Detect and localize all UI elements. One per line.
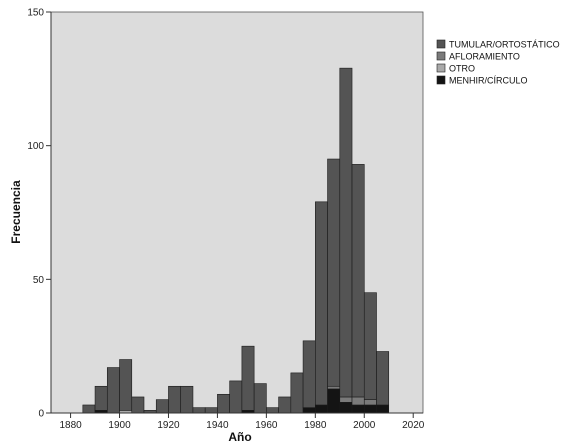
x-tick-label-1960: 1960 <box>255 420 278 431</box>
x-tick-label-1980: 1980 <box>304 420 327 431</box>
bar-afloramiento-1985 <box>327 385 341 390</box>
bar-tumular-ortost-tico-1925 <box>180 385 194 414</box>
x-tick-label-2000: 2000 <box>353 420 376 431</box>
bar-tumular-ortost-tico-2005 <box>376 351 390 406</box>
bar-tumular-ortost-tico-1930 <box>192 407 206 414</box>
bar-tumular-ortost-tico-1885 <box>82 404 96 414</box>
bar-tumular-ortost-tico-1965 <box>278 396 292 414</box>
bar-tumular-ortost-tico-1960 <box>266 407 279 414</box>
bar-tumular-ortost-tico-1895 <box>106 367 120 414</box>
x-tick-label-1880: 1880 <box>59 420 82 431</box>
legend-swatch-otro <box>436 63 446 73</box>
bar-afloramiento-1990 <box>339 396 353 403</box>
y-axis-title: Frecuencia <box>9 180 23 244</box>
bar-tumular-ortost-tico-1920 <box>168 385 182 414</box>
bars-group <box>82 67 390 414</box>
y-tick-label-0: 0 <box>38 409 44 420</box>
bar-tumular-ortost-tico-1995 <box>351 164 365 398</box>
bar-tumular-ortost-tico-2000 <box>363 292 377 400</box>
bar-menhir-c-rculo-2005 <box>376 404 390 414</box>
legend: TUMULAR/ORTOSTÁTICO AFLORAMIENTO OTRO MENHI… <box>436 39 560 86</box>
y-tick-label-100: 100 <box>27 141 44 152</box>
bar-afloramiento-2000 <box>363 399 377 406</box>
bar-menhir-c-rculo-1985 <box>327 388 341 414</box>
x-tick-label-1920: 1920 <box>157 420 180 431</box>
y-tick-label-50: 50 <box>33 275 45 286</box>
bar-tumular-ortost-tico-1900 <box>119 359 133 411</box>
x-tick-label-1900: 1900 <box>108 420 131 431</box>
legend-swatch-menhir-c-rculo <box>436 75 446 85</box>
legend-label-afloramiento: AFLORAMIENTO <box>449 52 520 62</box>
x-tick-label-2020: 2020 <box>402 420 425 431</box>
bar-tumular-ortost-tico-1915 <box>155 399 169 414</box>
bar-menhir-c-rculo-1980 <box>315 404 328 414</box>
bar-tumular-ortost-tico-1980 <box>315 201 328 406</box>
bar-menhir-c-rculo-1975 <box>302 407 316 414</box>
axes-group: 0 50 100 150 1880 1900 1920 1940 1960 1980 2000 202… <box>27 8 424 432</box>
bar-tumular-ortost-tico-1890 <box>94 385 108 411</box>
x-axis-title: Año <box>228 430 251 442</box>
y-tick-label-150: 150 <box>27 8 44 19</box>
bar-menhir-c-rculo-1995 <box>351 404 365 414</box>
bar-tumular-ortost-tico-1950 <box>241 345 255 411</box>
bar-menhir-c-rculo-1990 <box>339 402 353 414</box>
bar-afloramiento-1995 <box>351 396 365 406</box>
bar-tumular-ortost-tico-1990 <box>339 67 353 398</box>
bar-tumular-ortost-tico-1975 <box>302 340 316 408</box>
legend-label-tumular-ortost-tico: TUMULAR/ORTOSTÁTICO <box>449 40 560 50</box>
bar-tumular-ortost-tico-1935 <box>204 407 218 414</box>
legend-label-menhir-c-rculo: MENHIR/CÍRCULO <box>449 76 528 86</box>
legend-label-otro: OTRO <box>449 64 475 74</box>
x-tick-label-1940: 1940 <box>206 420 229 431</box>
bar-tumular-ortost-tico-1985 <box>327 158 341 387</box>
bar-tumular-ortost-tico-1905 <box>131 396 145 414</box>
bar-tumular-ortost-tico-1945 <box>229 380 243 414</box>
bar-menhir-c-rculo-2000 <box>363 404 377 414</box>
bar-tumular-ortost-tico-1940 <box>217 393 230 414</box>
legend-swatch-tumular-ortost-tico <box>436 39 446 49</box>
bar-tumular-ortost-tico-1955 <box>253 383 267 414</box>
legend-swatch-afloramiento <box>436 51 446 61</box>
bar-tumular-ortost-tico-1970 <box>290 372 304 414</box>
